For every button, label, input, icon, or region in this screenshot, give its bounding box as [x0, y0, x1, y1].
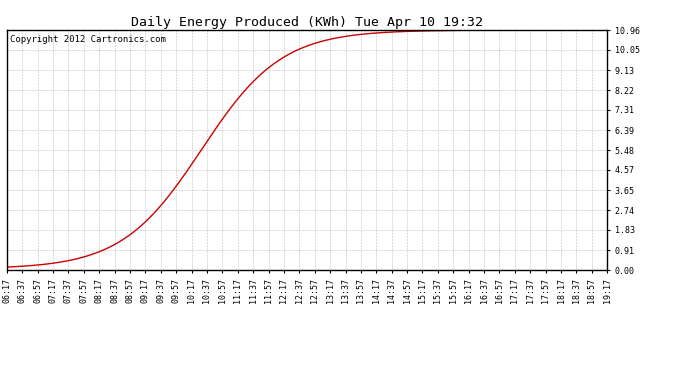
Title: Daily Energy Produced (KWh) Tue Apr 10 19:32: Daily Energy Produced (KWh) Tue Apr 10 1… — [131, 16, 483, 29]
Text: Copyright 2012 Cartronics.com: Copyright 2012 Cartronics.com — [10, 35, 166, 44]
